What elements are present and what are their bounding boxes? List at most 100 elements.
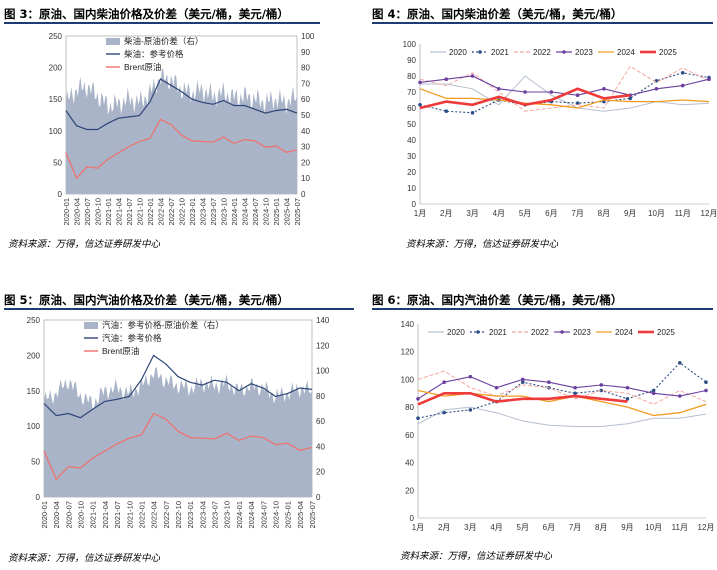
figure-5-title: 图 5：原油、国内汽油价格及价差（美元/桶，美元/桶） <box>4 290 354 310</box>
series-point-2023 <box>651 391 656 396</box>
x-tick-label: 2022-01 <box>146 198 155 226</box>
y-tick-label: 40 <box>407 136 416 145</box>
figure-3-source: 资料来源：万得，信达证券研发中心 <box>8 239 161 250</box>
x-tick-label: 2024-07 <box>251 198 260 226</box>
series-point-2023 <box>625 385 630 390</box>
x-tick-label: 2021-10 <box>125 501 134 529</box>
x-tick-label: 2021-04 <box>101 501 110 529</box>
y-tick-label: 0 <box>410 514 415 523</box>
y-tick-label: 20 <box>407 168 416 177</box>
series-point-2021 <box>416 416 420 421</box>
series-point-2023 <box>547 380 551 384</box>
y-right-tick: 0 <box>316 493 321 502</box>
x-tick-label: 2022-10 <box>178 198 187 226</box>
y-tick-label: 100 <box>401 375 415 384</box>
series-point-2021 <box>444 109 449 113</box>
legend-label-2023: 2023 <box>573 328 591 337</box>
legend-label-2025: 2025 <box>657 328 675 337</box>
legend-marker-2023 <box>562 50 566 54</box>
x-tick-label: 2022-04 <box>150 501 159 529</box>
figure-5-chart: 0 50 100 150 200 250 0 20 40 60 80 100 120 140 2020-01… <box>27 316 330 529</box>
series-point-2021 <box>678 361 682 365</box>
series-point-2021 <box>442 410 446 415</box>
y-tick-label: 70 <box>407 88 416 97</box>
legend-label-2021: 2021 <box>489 328 507 337</box>
series-point-2023 <box>497 87 501 91</box>
series-point-2021 <box>704 380 708 384</box>
x-tick-label: 9月 <box>624 209 636 218</box>
x-tick-label: 2024-07 <box>259 501 268 529</box>
series-point-2023 <box>520 377 525 382</box>
x-tick-label: 12月 <box>698 523 715 532</box>
series-point-2021 <box>520 380 525 384</box>
x-tick-label: 1月 <box>414 209 426 218</box>
y-left-tick: 150 <box>27 387 41 396</box>
spread-area <box>44 366 312 497</box>
series-line-2025 <box>417 392 628 406</box>
x-tick-label: 2023-10 <box>220 198 229 226</box>
y-left-tick: 250 <box>27 316 41 325</box>
legend-label-2025: 2025 <box>659 48 677 57</box>
y-tick-label: 50 <box>407 120 416 129</box>
series-line-2021 <box>417 362 707 419</box>
y-right-tick: 100 <box>316 367 330 376</box>
y-right-tick: 50 <box>301 111 310 120</box>
series-point-2023 <box>444 77 449 81</box>
x-tick-label: 6月 <box>543 523 555 532</box>
x-tick-label: 2023-10 <box>223 501 232 529</box>
series-point-2021 <box>651 388 656 393</box>
x-tick-label: 2024-04 <box>241 198 250 226</box>
x-tick-label: 2025-07 <box>308 501 317 529</box>
legend-label-spread: 汽油：参考价格-原油价差（右） <box>102 320 224 330</box>
x-tick-label: 2020-07 <box>64 501 73 529</box>
x-tick-label: 7月 <box>569 523 581 532</box>
series-point-2023 <box>523 90 527 94</box>
y-right-tick: 0 <box>301 190 306 199</box>
y-right-tick: 10 <box>301 174 310 183</box>
series-point-2023 <box>602 87 606 91</box>
legend-label-2020: 2020 <box>449 48 467 57</box>
y-left-tick: 150 <box>49 95 63 104</box>
series-point-2021 <box>625 397 630 401</box>
x-tick-label: 2020-01 <box>40 501 49 529</box>
legend-label-2022: 2022 <box>531 328 549 337</box>
y-left-tick: 200 <box>49 64 63 73</box>
x-tick-label: 2022-07 <box>162 501 171 529</box>
legend-label-product: 汽油：参考价格 <box>102 333 162 343</box>
y-tick-label: 140 <box>401 320 415 329</box>
legend-label-product: 柴油：参考价格 <box>124 49 184 59</box>
y-left-tick: 100 <box>27 422 41 431</box>
legend-marker-2023 <box>560 330 564 334</box>
series-point-2021 <box>418 103 422 107</box>
figure-3-title: 图 3：原油、国内柴油价格及价差（美元/桶，美元/桶） <box>4 4 320 24</box>
legend-label-2021: 2021 <box>491 48 509 57</box>
series-point-2021 <box>575 101 580 105</box>
series-point-2023 <box>678 394 682 398</box>
x-tick-label: 2021-01 <box>89 501 98 529</box>
x-tick-label: 6月 <box>545 209 557 218</box>
y-tick-label: 80 <box>407 72 416 81</box>
series-point-2023 <box>575 93 580 97</box>
y-tick-label: 60 <box>405 431 414 440</box>
y-left-tick: 100 <box>49 127 63 136</box>
series-line-2023 <box>417 376 707 400</box>
x-tick-label: 1月 <box>412 523 424 532</box>
x-tick-label: 8月 <box>595 523 607 532</box>
x-tick-label: 2025-04 <box>296 501 305 529</box>
y-tick-label: 100 <box>403 40 417 49</box>
x-tick-label: 2月 <box>440 209 452 218</box>
y-tick-label: 0 <box>412 200 417 209</box>
legend-marker-2021 <box>478 50 482 54</box>
series-line-2020 <box>417 406 707 427</box>
y-tick-label: 90 <box>407 56 416 65</box>
x-tick-label: 2020-04 <box>52 501 61 529</box>
x-tick-label: 2023-07 <box>209 198 218 226</box>
x-tick-label: 2024-01 <box>230 198 239 226</box>
series-line-2021 <box>419 72 710 114</box>
x-tick-label: 2025-07 <box>293 198 302 226</box>
y-right-tick: 80 <box>301 64 310 73</box>
y-tick-label: 40 <box>405 459 414 468</box>
y-right-tick: 30 <box>301 143 310 152</box>
series-point-2021 <box>573 391 577 396</box>
y-left-tick: 50 <box>31 458 40 467</box>
